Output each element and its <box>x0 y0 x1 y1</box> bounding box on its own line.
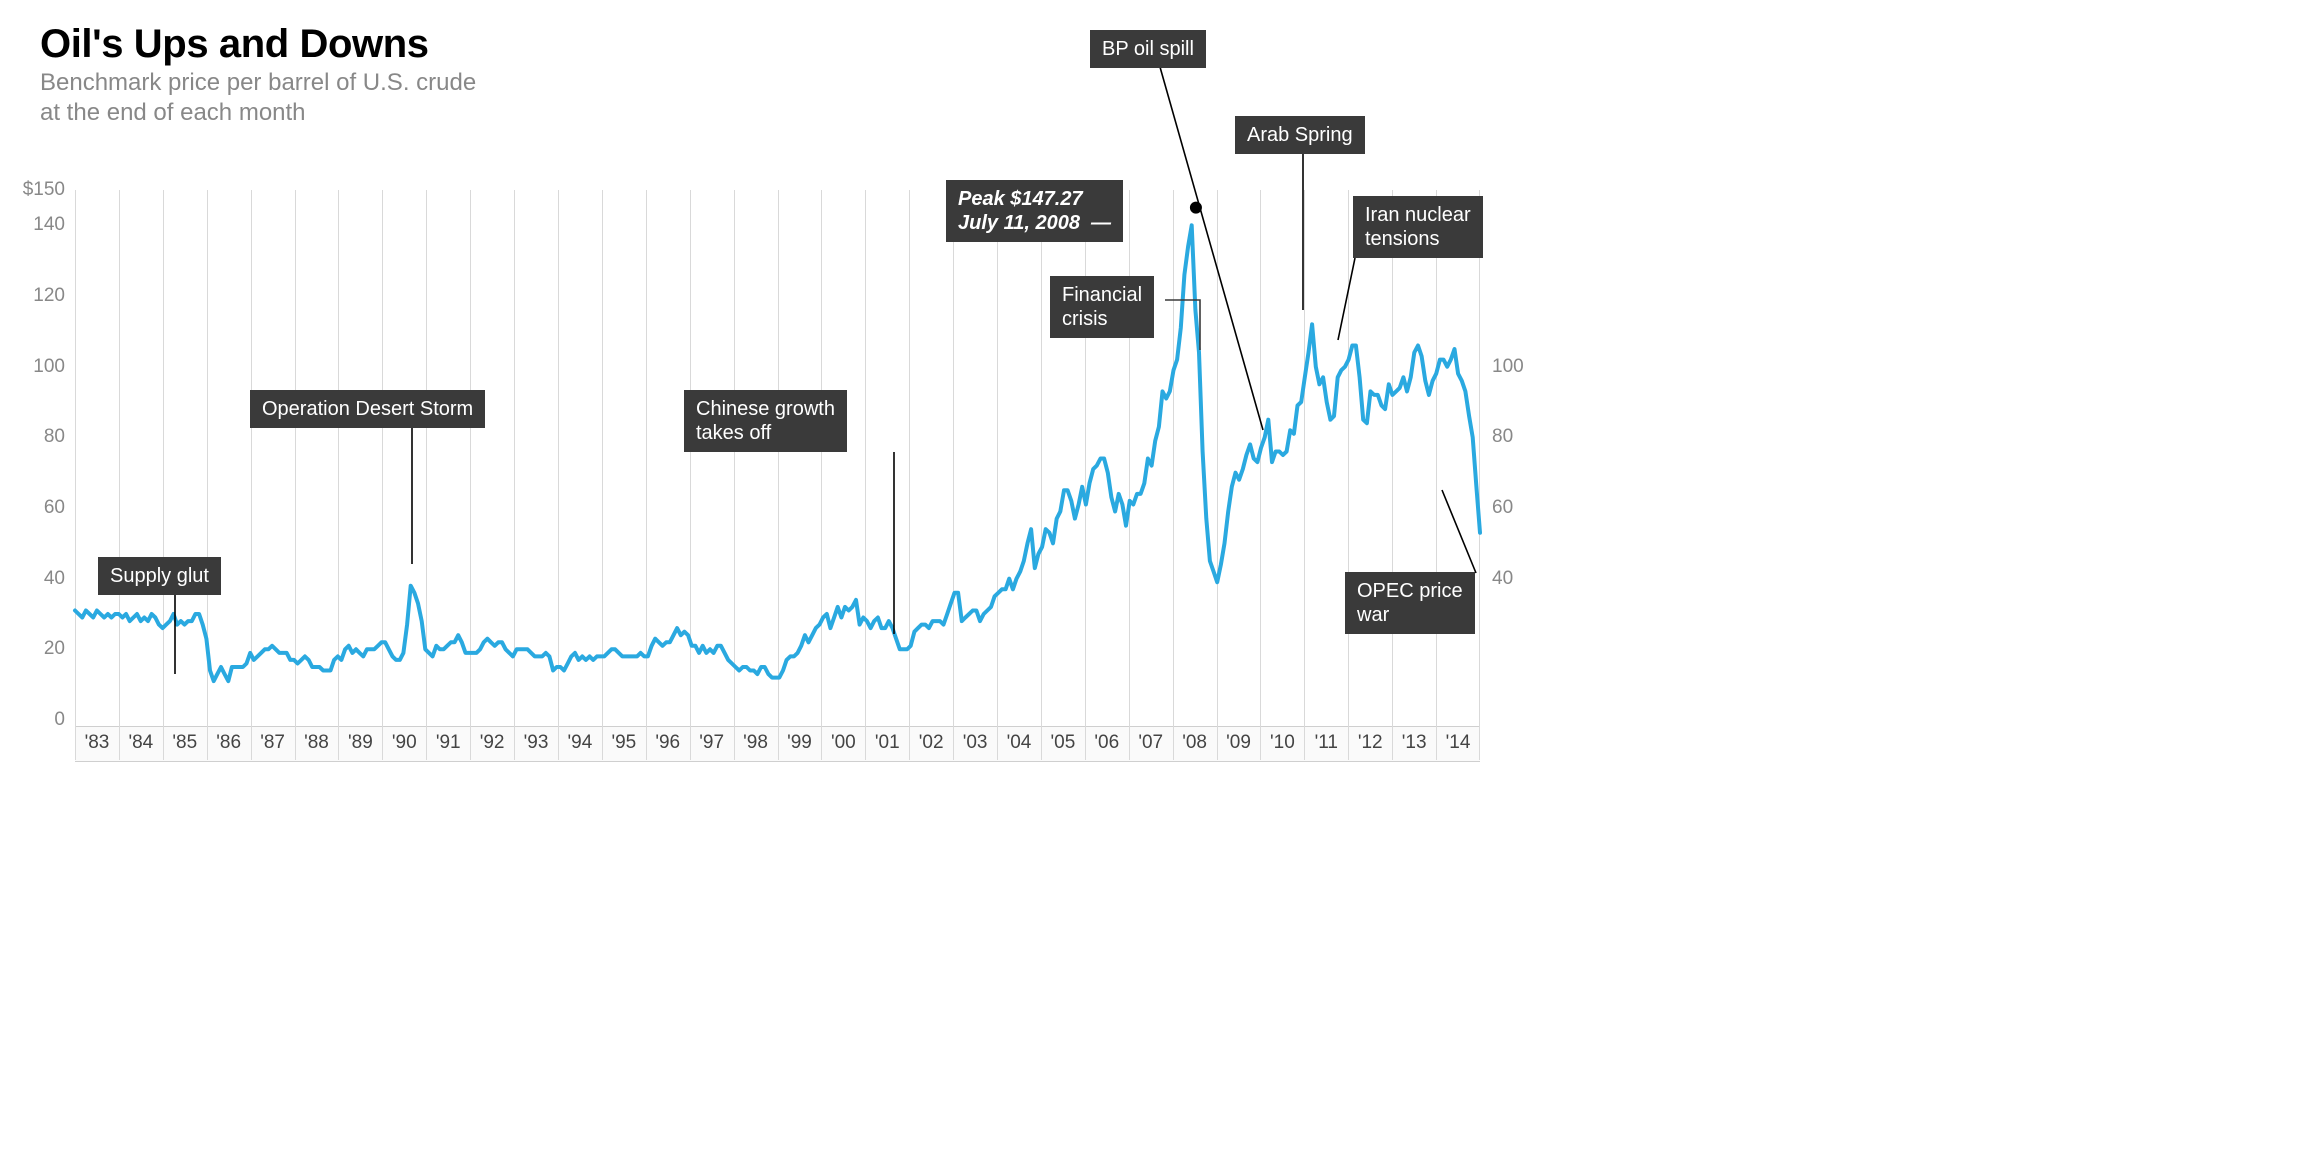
annotation-iran-nuclear: Iran nuclear tensions <box>1353 196 1483 258</box>
annotation-peak: Peak $147.27 July 11, 2008 — <box>946 180 1123 242</box>
annotation-chinese-growth: Chinese growth takes off <box>684 390 847 452</box>
annotation-supply-glut: Supply glut <box>98 557 221 595</box>
annotation-desert-storm: Operation Desert Storm <box>250 390 485 428</box>
annotation-arab-spring: Arab Spring <box>1235 116 1365 154</box>
annotation-leader <box>1442 490 1476 573</box>
price-line <box>75 225 1480 681</box>
annotation-leader <box>1338 258 1355 340</box>
annotation-bp-spill: BP oil spill <box>1090 30 1206 68</box>
oil-chart: Oil's Ups and DownsBenchmark price per b… <box>0 0 1550 782</box>
annotation-financial-crisis: Financial crisis <box>1050 276 1154 338</box>
annotation-opec-war: OPEC price war <box>1345 572 1475 634</box>
